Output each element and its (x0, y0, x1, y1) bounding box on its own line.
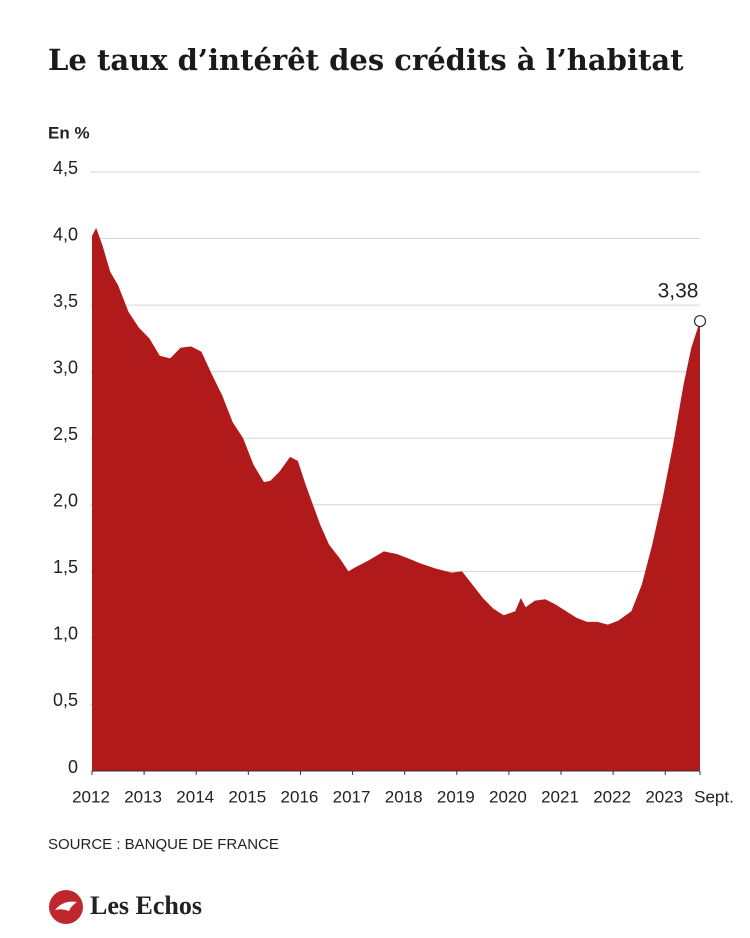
y-tick-label: 2,0 (53, 491, 78, 511)
x-tick-label: 2021 (541, 787, 579, 806)
logo (49, 890, 83, 924)
x-tick-label: 2023 (645, 787, 683, 806)
source: SOURCE : BANQUE DE FRANCE (48, 836, 279, 853)
y-tick-label: 1,5 (53, 557, 78, 577)
x-tick-label: 2017 (333, 787, 371, 806)
x-tick-label: 2015 (228, 787, 266, 806)
brand: Les Echos (90, 891, 202, 920)
y-tick-label: 0,5 (53, 690, 78, 710)
value-label: 3,38 (658, 280, 699, 303)
y-tick-label: 3,0 (53, 357, 78, 377)
x-tick-label: 2018 (385, 787, 423, 806)
y-tick-label: 1,0 (53, 624, 78, 644)
chart-title: Le taux d’intérêt des crédits à l’habita… (48, 43, 684, 77)
end-marker (693, 314, 707, 328)
y-tick-label: 2,5 (53, 424, 78, 444)
x-tick-label: Sept. (694, 787, 734, 806)
x-tick-label: 2013 (124, 787, 162, 806)
y-tick-label: 3,5 (53, 291, 78, 311)
y-axis-label: En % (48, 123, 90, 142)
x-tick-label: 2012 (72, 787, 110, 806)
logo-bird (55, 901, 77, 911)
x-tick-label: 2016 (281, 787, 319, 806)
y-tick-label: 4,5 (53, 158, 78, 178)
x-tick-label: 2022 (593, 787, 631, 806)
y-tick-label: 4,0 (53, 224, 78, 244)
x-tick-label: 2014 (176, 787, 214, 806)
x-tick-label: 2020 (489, 787, 527, 806)
y-tick-label: 0 (68, 757, 78, 777)
x-tick-label: 2019 (437, 787, 475, 806)
area (92, 227, 700, 771)
